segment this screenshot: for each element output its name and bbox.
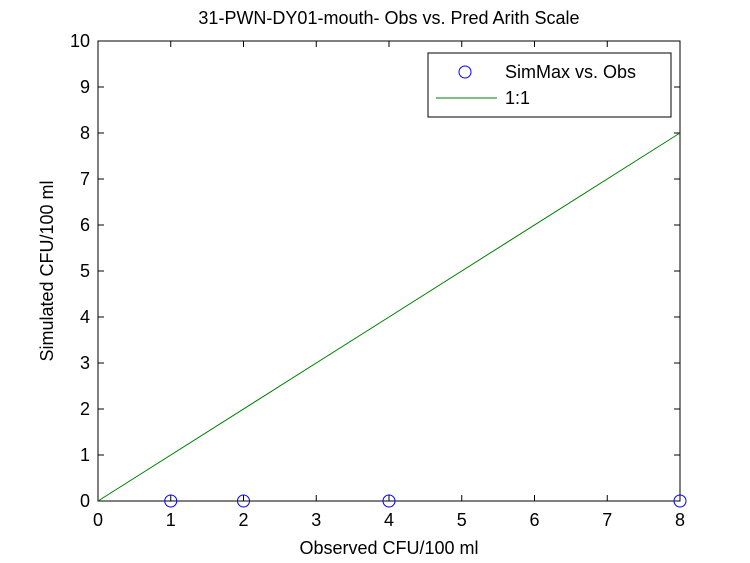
x-tick-label: 7 bbox=[602, 510, 612, 530]
legend-marker-simmax bbox=[458, 65, 472, 79]
y-tick-label: 5 bbox=[80, 261, 90, 281]
series-line-1to1 bbox=[97, 132, 681, 502]
y-tick-label: 3 bbox=[80, 353, 90, 373]
chart-title: 31-PWN-DY01-mouth- Obs vs. Pred Arith Sc… bbox=[198, 8, 579, 28]
y-tick-label: 1 bbox=[80, 445, 90, 465]
data-point bbox=[164, 494, 178, 508]
y-tick-label: 6 bbox=[80, 215, 90, 235]
legend: SimMax vs. Obs 1:1 bbox=[427, 52, 672, 118]
y-tick-label: 10 bbox=[70, 31, 90, 51]
x-axis-label: Observed CFU/100 ml bbox=[299, 538, 478, 558]
y-tick-label: 9 bbox=[80, 77, 90, 97]
legend-box bbox=[427, 52, 672, 118]
x-tick-label: 3 bbox=[311, 510, 321, 530]
x-tick-label: 1 bbox=[166, 510, 176, 530]
y-tick-label: 0 bbox=[80, 491, 90, 511]
x-tick-label: 8 bbox=[675, 510, 685, 530]
x-tick-label: 2 bbox=[238, 510, 248, 530]
y-tick-label: 8 bbox=[80, 123, 90, 143]
x-tick-label: 4 bbox=[384, 510, 394, 530]
legend-label-1to1: 1:1 bbox=[505, 88, 530, 108]
y-tick-label: 4 bbox=[80, 307, 90, 327]
y-axis-label: Simulated CFU/100 ml bbox=[37, 180, 57, 361]
x-tick-label: 5 bbox=[457, 510, 467, 530]
y-tick-label: 2 bbox=[80, 399, 90, 419]
axis-ticks: 0 1 2 3 4 5 6 7 8 0 1 2 3 4 5 6 7 8 9 10 bbox=[70, 31, 685, 530]
data-point bbox=[382, 494, 396, 508]
x-tick-label: 6 bbox=[529, 510, 539, 530]
data-point bbox=[237, 494, 250, 508]
x-tick-label: 0 bbox=[93, 510, 103, 530]
data-point bbox=[673, 494, 687, 508]
data-marks bbox=[97, 132, 687, 508]
y-tick-label: 7 bbox=[80, 169, 90, 189]
legend-label-simmax: SimMax vs. Obs bbox=[505, 62, 636, 82]
